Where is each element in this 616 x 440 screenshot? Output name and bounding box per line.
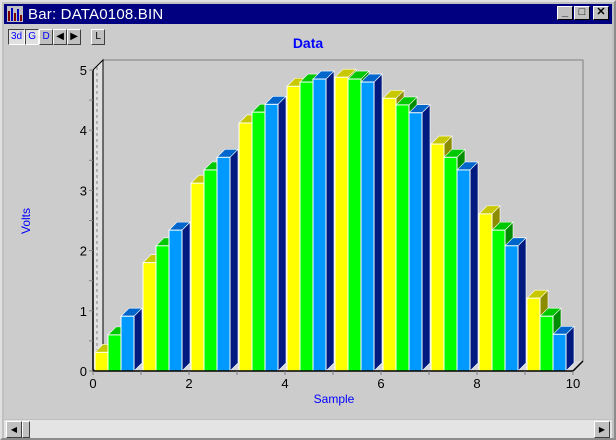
minimize-button[interactable]: _	[557, 6, 573, 20]
toggle-grid-button[interactable]: G	[25, 29, 40, 45]
chart-title: Data	[292, 35, 324, 51]
svg-text:4: 4	[80, 123, 87, 138]
close-button[interactable]: ✕	[593, 6, 609, 20]
scroll-left-arrow[interactable]: ◀	[6, 421, 22, 438]
bar-plot: 0 1 2 3 4 5 0 2 4 6 8 10	[80, 58, 584, 391]
scrollbar-thumb[interactable]	[22, 421, 30, 438]
legend-button[interactable]: L	[91, 29, 106, 45]
svg-text:5: 5	[80, 63, 87, 78]
x-axis-label: Sample	[313, 392, 355, 406]
scroll-right-arrow[interactable]: ▶	[594, 421, 610, 438]
bar-chart-app-icon	[7, 6, 23, 22]
window-title: Bar: DATA0108.BIN	[28, 5, 164, 23]
scroll-right-button[interactable]: ▶	[67, 29, 82, 45]
horizontal-scrollbar[interactable]: ◀ ▶	[4, 419, 612, 438]
svg-text:10: 10	[566, 376, 580, 391]
svg-text:6: 6	[377, 376, 384, 391]
title-bar[interactable]: Bar: DATA0108.BIN _ □ ✕	[4, 4, 612, 24]
maximize-button[interactable]: □	[574, 6, 590, 20]
toggle-data-button[interactable]: D	[39, 29, 54, 45]
svg-text:4: 4	[281, 376, 288, 391]
svg-text:0: 0	[89, 376, 96, 391]
svg-text:2: 2	[185, 376, 192, 391]
chart-toolbar: 3d G D ◀ ▶ L	[8, 29, 106, 45]
svg-text:8: 8	[473, 376, 480, 391]
svg-text:0: 0	[80, 364, 87, 379]
toggle-3d-button[interactable]: 3d	[8, 29, 26, 45]
svg-text:2: 2	[80, 244, 87, 259]
scroll-left-button[interactable]: ◀	[53, 29, 68, 45]
svg-text:1: 1	[80, 304, 87, 319]
svg-text:3: 3	[80, 183, 87, 198]
